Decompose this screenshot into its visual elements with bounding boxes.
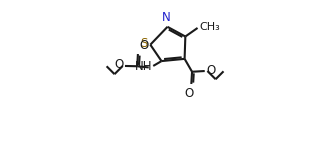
Text: O: O <box>206 64 215 77</box>
Text: N: N <box>162 11 171 24</box>
Text: NH: NH <box>135 60 153 73</box>
Text: S: S <box>140 37 148 51</box>
Text: O: O <box>140 39 149 52</box>
Text: CH₃: CH₃ <box>199 22 220 32</box>
Text: O: O <box>184 87 193 100</box>
Text: O: O <box>114 58 124 71</box>
